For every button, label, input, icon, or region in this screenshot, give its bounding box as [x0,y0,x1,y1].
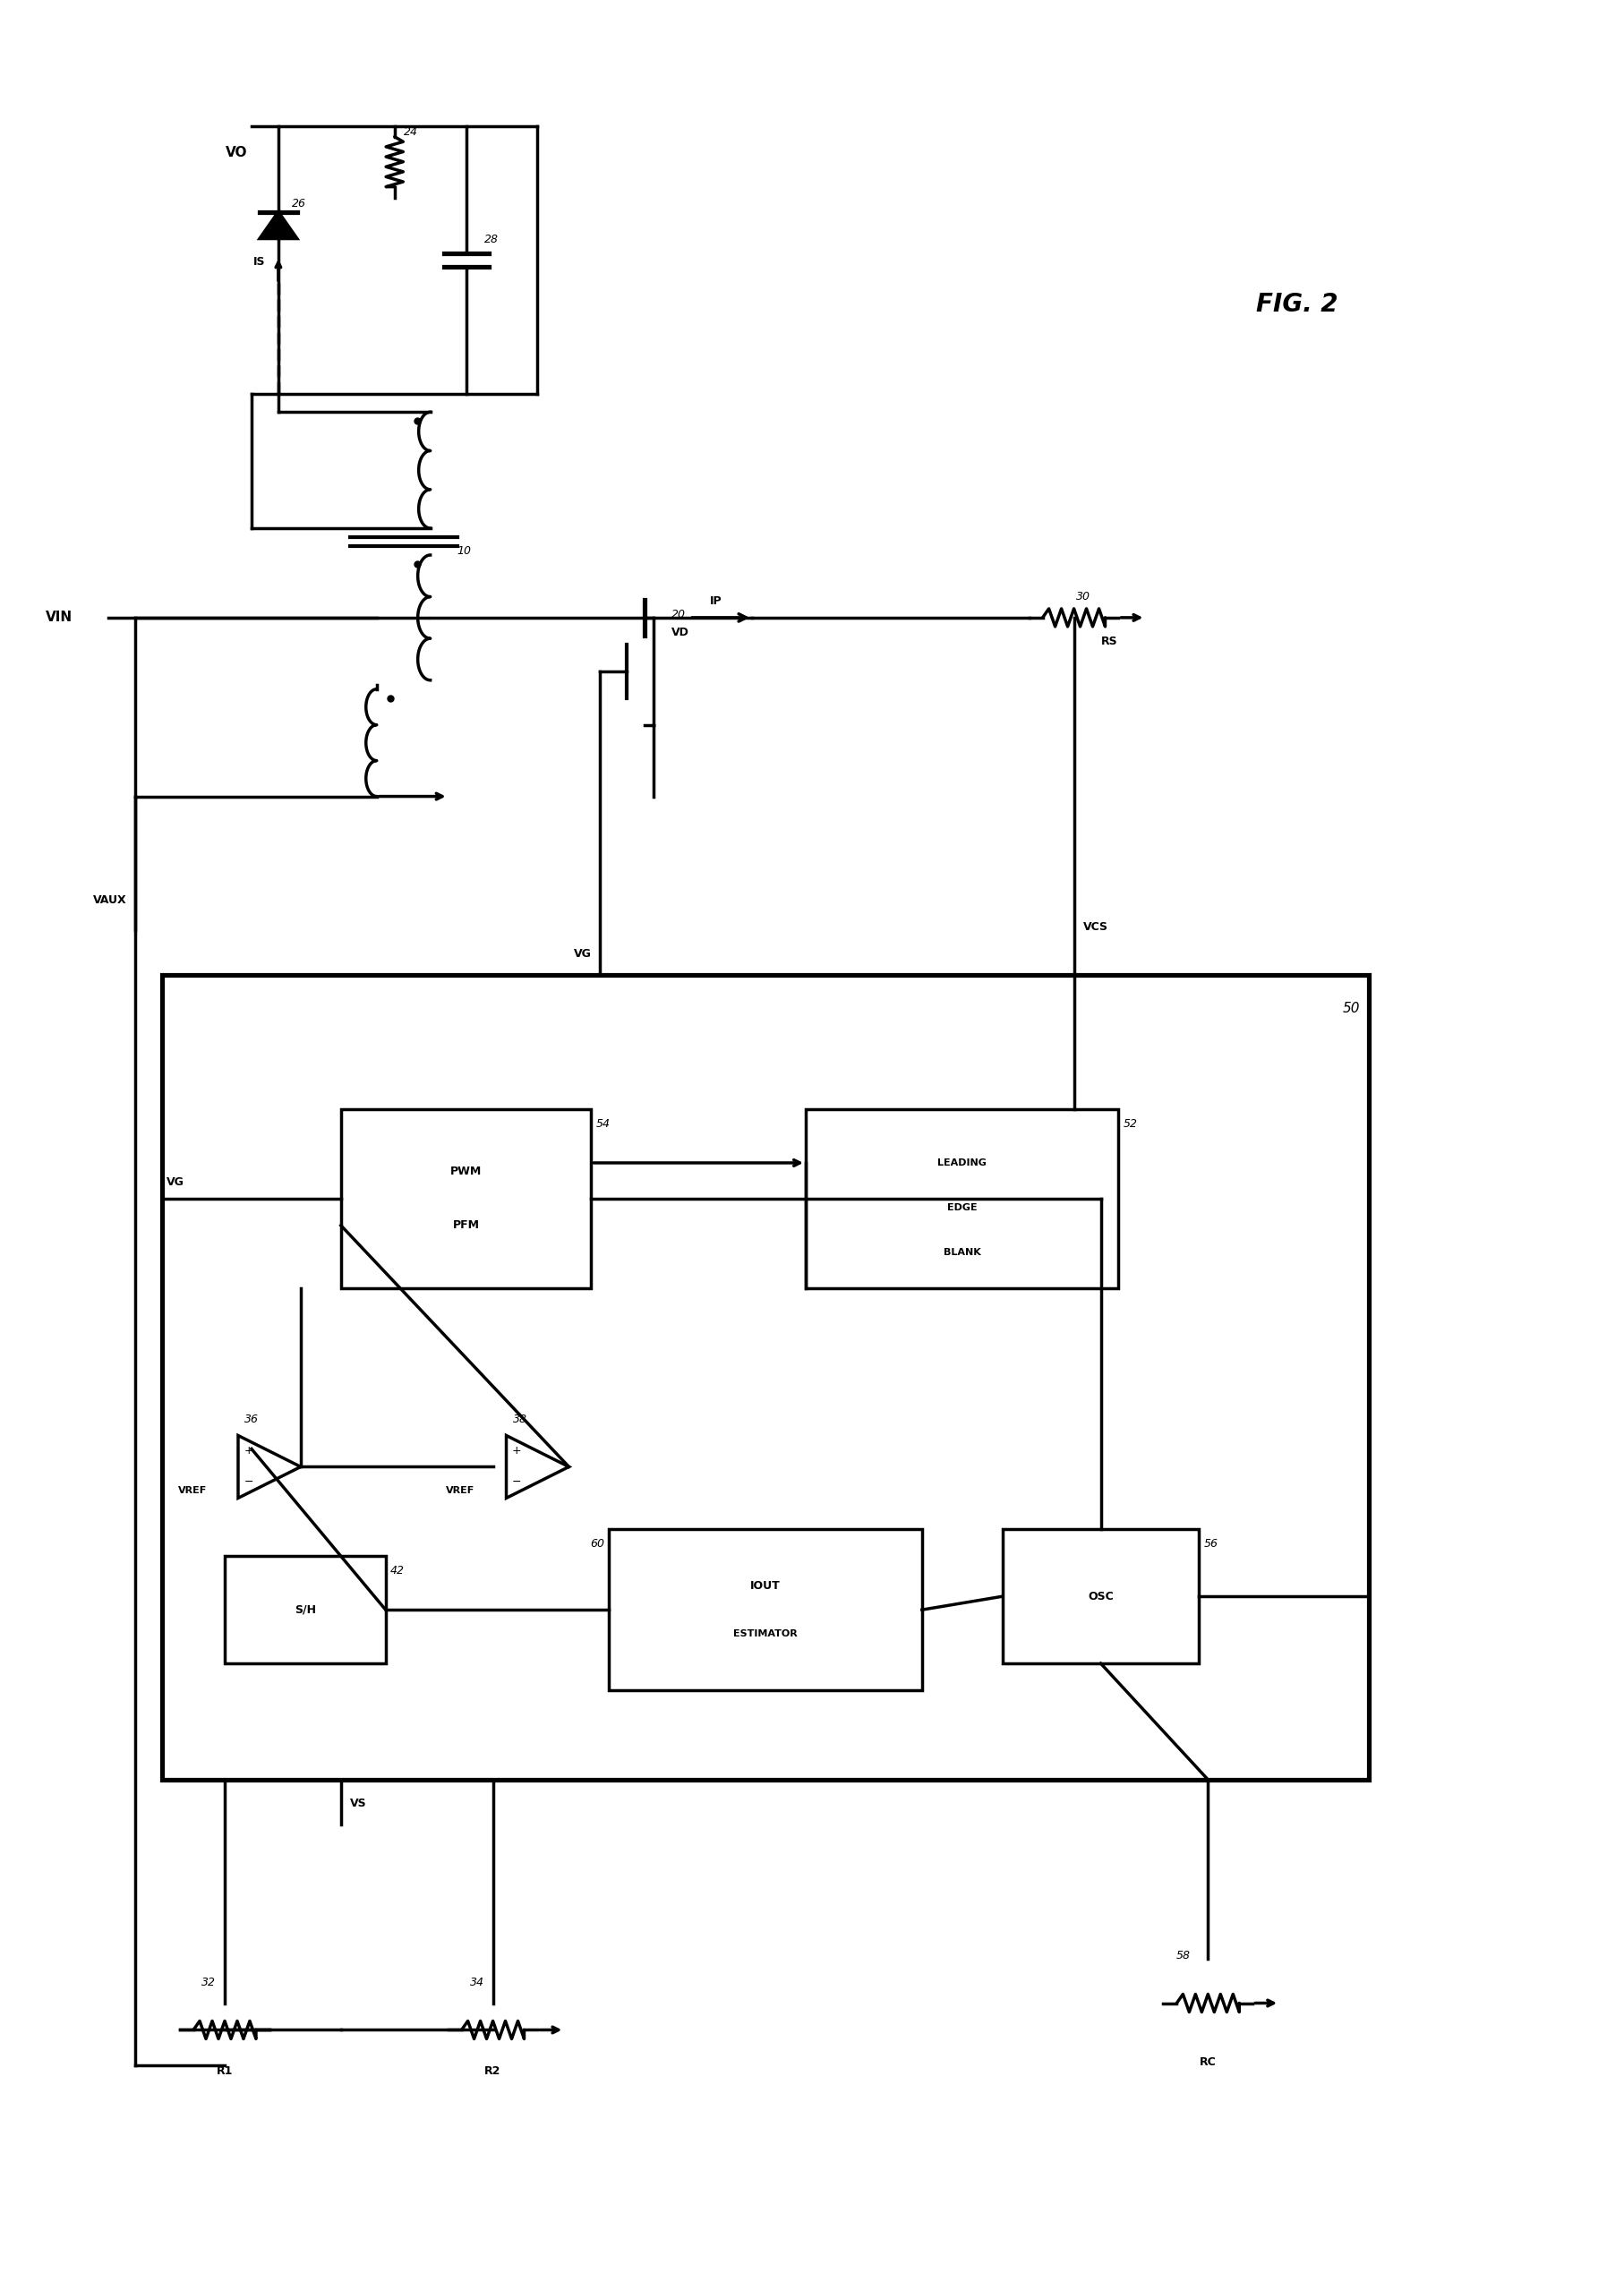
Text: 36: 36 [244,1414,258,1425]
Text: 32: 32 [201,1975,216,1989]
Text: 20: 20 [671,609,685,621]
Text: 54: 54 [596,1118,609,1130]
Bar [1002,1530,1199,1664]
Text: VIN: VIN [45,611,73,625]
Text: IS: IS [253,257,265,268]
Text: VG: VG [573,948,591,959]
Text: VAUX: VAUX [93,896,127,907]
Text: VO: VO [226,145,247,159]
Polygon shape [260,211,297,239]
Text: VG: VG [167,1175,184,1189]
Text: FIG. 2: FIG. 2 [1255,293,1338,318]
Text: EDGE: EDGE [947,1202,976,1212]
Text: 50: 50 [1341,1002,1359,1016]
Text: VS: VS [349,1798,367,1809]
Bar [806,1109,1117,1289]
Text: VCS: VCS [1082,921,1108,934]
Text: 24: 24 [403,125,417,139]
Text: ESTIMATOR: ESTIMATOR [732,1630,797,1639]
Bar [224,1557,385,1664]
Text: LEADING: LEADING [937,1159,986,1168]
Text: S/H: S/H [294,1605,315,1616]
Text: OSC: OSC [1086,1591,1112,1602]
Text: −: − [244,1477,253,1489]
Text: 58: 58 [1176,1950,1189,1962]
Text: −: − [512,1477,521,1489]
Text: PWM: PWM [450,1166,482,1177]
Text: 52: 52 [1122,1118,1137,1130]
Text: IOUT: IOUT [750,1580,780,1591]
Text: 34: 34 [469,1975,484,1989]
Text: R1: R1 [216,2066,232,2078]
Bar [341,1109,591,1289]
Text: BLANK: BLANK [944,1248,981,1257]
Text: +: + [512,1446,521,1457]
Text: 28: 28 [484,234,499,245]
Text: VD: VD [671,627,689,639]
Text: 26: 26 [292,198,305,209]
Text: VREF: VREF [447,1487,474,1496]
Text: IP: IP [710,596,723,607]
Text: 10: 10 [456,546,471,557]
Text: R2: R2 [484,2066,500,2078]
Bar [609,1530,921,1691]
Text: 42: 42 [390,1566,404,1577]
Text: 56: 56 [1203,1539,1216,1550]
Text: +: + [244,1446,253,1457]
Text: RS: RS [1101,636,1117,648]
Text: RC: RC [1199,2057,1216,2068]
Text: 30: 30 [1075,591,1090,602]
Bar [162,975,1367,1780]
Text: PFM: PFM [453,1221,479,1232]
Text: VREF: VREF [179,1487,206,1496]
Text: 60: 60 [590,1539,604,1550]
Text: 38: 38 [512,1414,526,1425]
